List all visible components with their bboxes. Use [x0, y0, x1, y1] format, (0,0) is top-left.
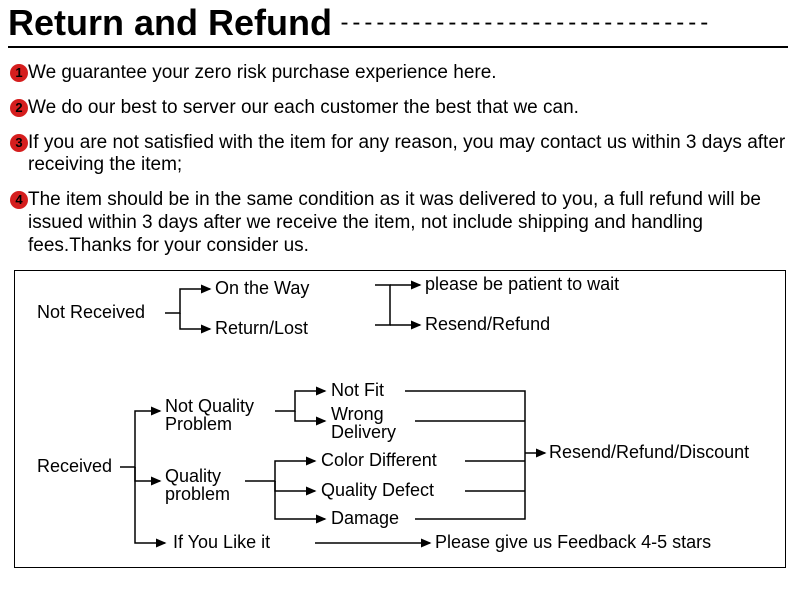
node-not-quality: Not QualityProblem	[165, 397, 254, 435]
node-quality: Qualityproblem	[165, 467, 230, 505]
point-badge-4: 4	[10, 191, 28, 209]
point-badge-1: 1	[10, 64, 28, 82]
node-feedback: Please give us Feedback 4-5 stars	[435, 533, 711, 552]
page-title: Return and Refund	[8, 2, 332, 44]
node-on-the-way: On the Way	[215, 279, 309, 298]
header: Return and Refund ----------------------…	[0, 0, 800, 44]
title-dashes: -------------------------------	[340, 9, 712, 37]
policy-points: 1 We guarantee your zero risk purchase e…	[0, 56, 800, 258]
node-damage: Damage	[331, 509, 399, 528]
point-badge-3: 3	[10, 134, 28, 152]
node-not-received: Not Received	[37, 303, 145, 322]
node-received: Received	[37, 457, 112, 476]
point-text: We guarantee your zero risk purchase exp…	[28, 62, 497, 83]
node-color-diff: Color Different	[321, 451, 437, 470]
policy-point: 1 We guarantee your zero risk purchase e…	[14, 62, 786, 85]
point-text: The item should be in the same condition…	[28, 189, 761, 256]
header-rule	[8, 46, 788, 48]
policy-point: 4 The item should be in the same conditi…	[14, 189, 786, 257]
point-text: If you are not satisfied with the item f…	[28, 132, 785, 176]
node-if-like: If You Like it	[173, 533, 270, 552]
node-resend-refund-discount: Resend/Refund/Discount	[549, 443, 749, 462]
node-not-fit: Not Fit	[331, 381, 384, 400]
node-return-lost: Return/Lost	[215, 319, 308, 338]
node-wrong-delivery: WrongDelivery	[331, 405, 396, 443]
policy-point: 2 We do our best to server our each cust…	[14, 97, 786, 120]
point-badge-2: 2	[10, 99, 28, 117]
node-quality-defect: Quality Defect	[321, 481, 434, 500]
point-text: We do our best to server our each custom…	[28, 97, 579, 118]
policy-point: 3 If you are not satisfied with the item…	[14, 132, 786, 178]
node-please-patient: please be patient to wait	[425, 275, 619, 294]
flowchart-box: Not Received On the Way Return/Lost plea…	[14, 270, 786, 568]
node-resend-refund: Resend/Refund	[425, 315, 550, 334]
